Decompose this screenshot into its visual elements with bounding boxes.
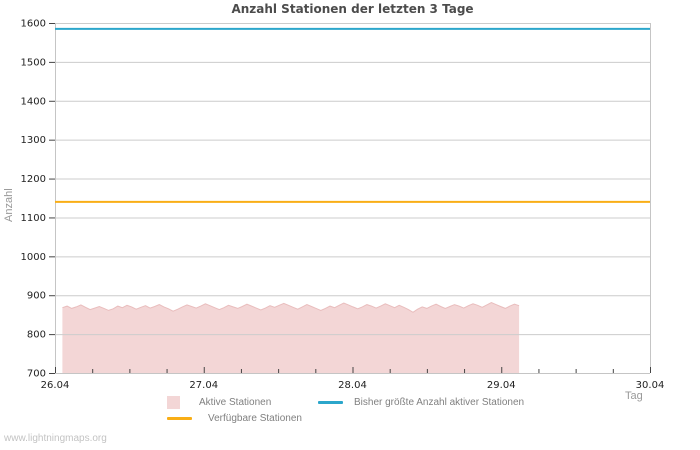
svg-text:29.04: 29.04 xyxy=(487,380,516,391)
svg-text:28.04: 28.04 xyxy=(338,380,367,391)
y-axis-ticks: 700 800 900 1000 1100 1200 1300 1400 1500 1600 xyxy=(21,19,55,380)
svg-text:700: 700 xyxy=(27,369,46,380)
svg-text:1000: 1000 xyxy=(21,252,46,263)
x-axis-ticks: 26.04 27.04 28.04 29.04 30.04 xyxy=(41,367,665,391)
constant-lines xyxy=(55,27,650,203)
watermark: www.lightningmaps.org xyxy=(4,433,107,444)
svg-text:30.04: 30.04 xyxy=(636,380,665,391)
area-swatch-icon xyxy=(167,395,180,409)
svg-text:1300: 1300 xyxy=(21,135,46,146)
y-axis-label: Anzahl xyxy=(3,188,15,222)
svg-text:1200: 1200 xyxy=(21,174,46,185)
series-aktive-stationen xyxy=(62,302,520,373)
svg-text:900: 900 xyxy=(27,291,46,302)
legend-label: Aktive Stationen xyxy=(199,396,272,408)
svg-text:27.04: 27.04 xyxy=(189,380,218,391)
svg-text:26.04: 26.04 xyxy=(41,380,70,391)
svg-text:1100: 1100 xyxy=(21,213,46,224)
legend-item-verfuegbare: Verfügbare Stationen xyxy=(167,411,302,425)
x-axis-label: Tag xyxy=(625,390,643,402)
svg-text:1600: 1600 xyxy=(21,19,46,30)
legend-label: Verfügbare Stationen xyxy=(208,412,302,424)
chart-title: Anzahl Stationen der letzten 3 Tage xyxy=(231,2,474,16)
svg-text:800: 800 xyxy=(27,330,46,341)
line-swatch-icon xyxy=(318,400,343,404)
legend-item-aktive-stationen: Aktive Stationen xyxy=(167,395,271,409)
line-swatch-icon xyxy=(167,416,192,420)
svg-text:1500: 1500 xyxy=(21,57,46,68)
plot-border xyxy=(55,23,651,374)
legend-label: Bisher größte Anzahl aktiver Stationen xyxy=(354,396,525,408)
svg-text:1400: 1400 xyxy=(21,96,46,107)
legend-item-bisher-groesste: Bisher größte Anzahl aktiver Stationen xyxy=(318,395,524,409)
